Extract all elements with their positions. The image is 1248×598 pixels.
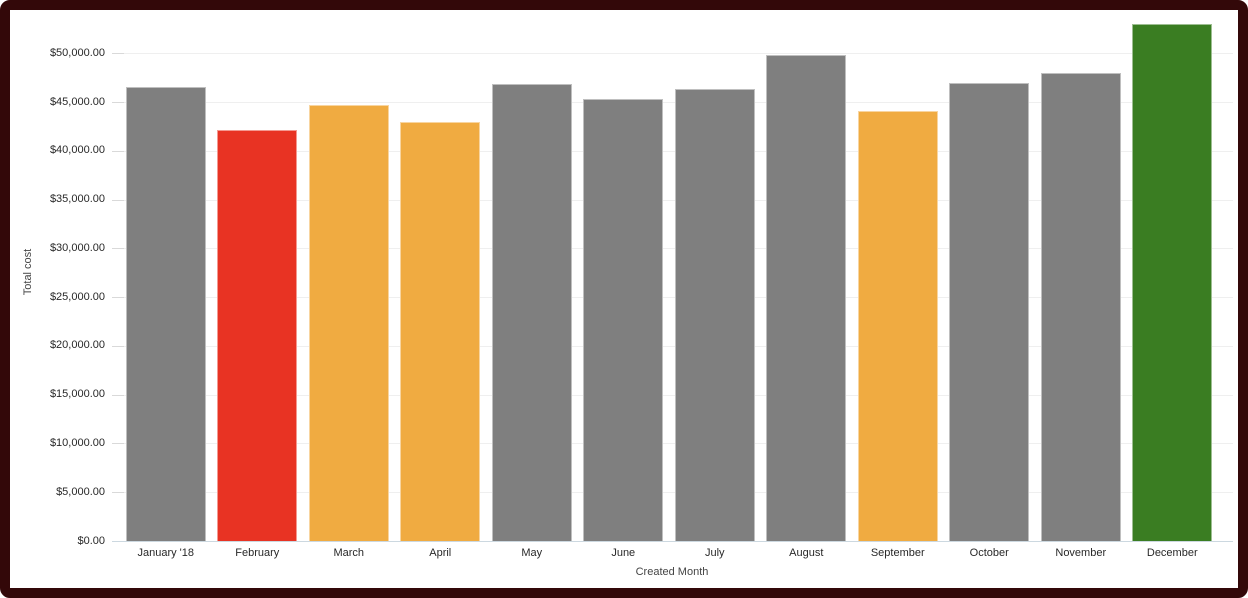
x-tick-label-december: December	[1146, 547, 1198, 559]
x-tick-label-april: April	[429, 547, 452, 559]
gridline	[112, 443, 1233, 445]
y-tick-label: $25,000.00	[49, 290, 105, 303]
y-tick-label: $50,000.00	[49, 46, 105, 59]
y-tick-label: $10,000.00	[49, 436, 105, 449]
bar-october[interactable]	[949, 82, 1030, 541]
x-tick-label-july: July	[704, 547, 725, 559]
gridline	[112, 150, 1233, 152]
gridline	[112, 248, 1233, 250]
bar-november[interactable]	[1040, 72, 1121, 541]
y-tick-mark	[112, 150, 124, 152]
y-tick-mark	[112, 492, 124, 494]
y-tick-mark	[112, 53, 124, 55]
y-tick-mark	[112, 443, 124, 445]
bar-august[interactable]	[766, 55, 847, 541]
gridline	[112, 53, 1233, 55]
bar-january-18[interactable]	[125, 87, 206, 541]
bar-march[interactable]	[308, 104, 389, 541]
x-tick-label-march: March	[333, 547, 365, 559]
bar-february[interactable]	[217, 130, 298, 541]
x-tick-label-june: June	[611, 547, 636, 559]
y-tick-label: $20,000.00	[49, 339, 105, 352]
bar-april[interactable]	[400, 121, 481, 541]
bar-june[interactable]	[583, 99, 664, 541]
y-tick-label: $40,000.00	[49, 144, 105, 157]
x-tick-label-august: August	[789, 547, 824, 559]
x-tick-label-september: September	[870, 547, 925, 559]
y-tick-mark	[112, 102, 124, 104]
gridline	[112, 492, 1233, 494]
x-axis-title: Created Month	[635, 566, 709, 578]
x-tick-label-may: May	[521, 547, 543, 559]
bar-september[interactable]	[857, 110, 938, 541]
x-tick-label-november: November	[1055, 547, 1107, 559]
y-tick-label: $15,000.00	[49, 388, 105, 401]
y-tick-mark	[112, 394, 124, 396]
y-tick-label: $5,000.00	[56, 485, 105, 498]
chart-canvas: Total cost $0.00 $5,000.00 $10,000.00 $15,0…	[10, 10, 1238, 588]
gridline	[112, 345, 1233, 347]
x-tick-label-october: October	[969, 547, 1009, 559]
y-tick-label: $30,000.00	[49, 241, 105, 254]
bar-july[interactable]	[674, 89, 755, 541]
gridline	[112, 297, 1233, 299]
y-tick-mark	[112, 297, 124, 299]
x-tick-label-february: February	[235, 547, 280, 559]
y-tick-mark	[112, 248, 124, 250]
x-tick-label-january-18: January '18	[137, 547, 195, 559]
plot-area	[112, 24, 1233, 542]
gridline	[112, 102, 1233, 104]
y-tick-label: $45,000.00	[49, 95, 105, 108]
y-axis-title: Total cost	[22, 248, 34, 296]
y-tick-mark	[112, 199, 124, 201]
y-tick-mark	[112, 345, 124, 347]
y-tick-label: $35,000.00	[49, 193, 105, 206]
bar-may[interactable]	[491, 83, 572, 541]
gridline	[112, 394, 1233, 396]
bar-december[interactable]	[1132, 24, 1213, 541]
y-tick-label: $0.00	[77, 534, 105, 547]
gridline	[112, 199, 1233, 201]
